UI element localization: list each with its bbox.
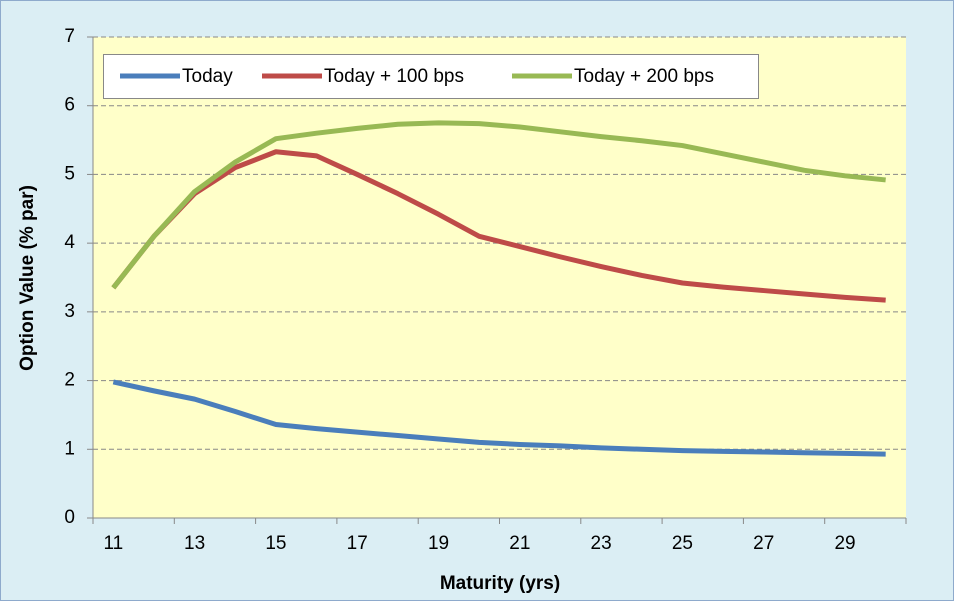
legend-label: Today: [182, 66, 233, 87]
y-tick-label: 6: [64, 95, 75, 116]
legend-label: Today + 200 bps: [574, 66, 714, 87]
y-tick-label: 2: [64, 370, 75, 391]
plot-area: [93, 37, 906, 518]
x-tick-label: 21: [509, 533, 530, 554]
x-tick-label: 27: [753, 533, 774, 554]
x-tick-label: 17: [347, 533, 368, 554]
x-tick-label: 29: [834, 533, 855, 554]
y-tick-label: 5: [64, 163, 75, 184]
x-axis-title: Maturity (yrs): [440, 573, 560, 594]
legend-label: Today + 100 bps: [324, 66, 464, 87]
y-tick-label: 4: [64, 232, 75, 253]
y-tick-label: 7: [64, 26, 75, 47]
series-line: [111, 120, 886, 290]
y-tick-label: 0: [64, 507, 75, 528]
y-axis-title: Option Value (% par): [17, 185, 38, 371]
y-tick-label: 3: [64, 301, 75, 322]
x-tick-label: 23: [591, 533, 612, 554]
x-tick-label: 15: [265, 533, 286, 554]
series-line: [111, 149, 886, 303]
x-tick-label: 25: [672, 533, 693, 554]
x-tick-label: 11: [103, 533, 123, 554]
series-line: [112, 379, 886, 457]
x-tick-label: 19: [428, 533, 449, 554]
legend-box: [103, 54, 759, 99]
y-tick-label: 1: [64, 438, 75, 459]
x-tick-label: 13: [184, 533, 205, 554]
